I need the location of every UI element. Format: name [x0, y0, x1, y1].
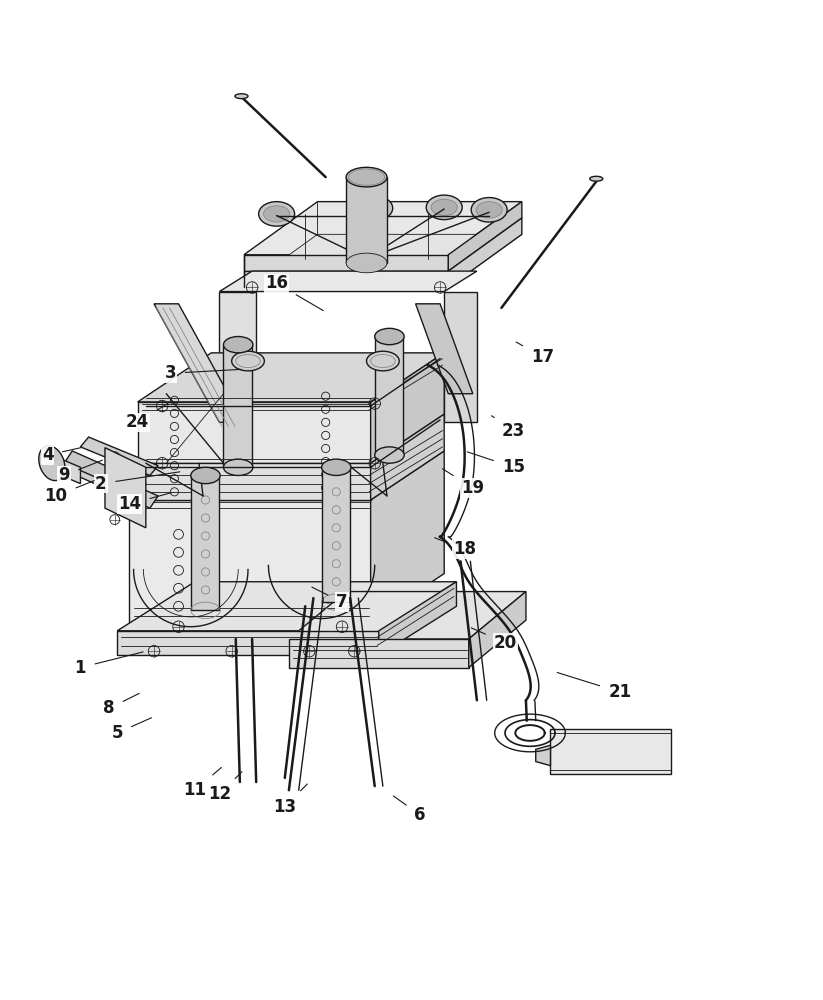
Polygon shape — [322, 467, 351, 602]
Ellipse shape — [476, 202, 502, 218]
Polygon shape — [370, 353, 444, 463]
Polygon shape — [64, 451, 146, 496]
Text: 21: 21 — [557, 672, 631, 701]
Polygon shape — [444, 292, 477, 422]
Polygon shape — [105, 448, 146, 528]
Ellipse shape — [231, 351, 264, 371]
Text: 18: 18 — [435, 538, 477, 558]
Polygon shape — [244, 234, 522, 287]
Polygon shape — [449, 218, 522, 287]
Polygon shape — [154, 304, 244, 422]
Ellipse shape — [431, 199, 458, 216]
Text: 10: 10 — [44, 481, 94, 505]
Text: 15: 15 — [467, 452, 525, 476]
Text: 12: 12 — [208, 772, 242, 803]
Polygon shape — [220, 271, 477, 292]
Polygon shape — [81, 437, 158, 475]
Ellipse shape — [235, 94, 248, 99]
Polygon shape — [191, 475, 220, 610]
Ellipse shape — [346, 253, 387, 273]
Text: 24: 24 — [126, 403, 168, 431]
Polygon shape — [379, 582, 457, 655]
Polygon shape — [117, 631, 379, 655]
Text: 13: 13 — [273, 784, 307, 816]
Polygon shape — [449, 202, 522, 271]
Polygon shape — [374, 337, 403, 455]
Ellipse shape — [224, 459, 253, 475]
Polygon shape — [137, 402, 370, 463]
Polygon shape — [129, 500, 370, 623]
Ellipse shape — [426, 195, 463, 220]
Polygon shape — [244, 255, 449, 271]
Ellipse shape — [374, 328, 404, 345]
Ellipse shape — [590, 176, 602, 181]
Polygon shape — [416, 304, 472, 394]
Polygon shape — [117, 582, 457, 631]
Ellipse shape — [356, 196, 393, 220]
Text: 7: 7 — [312, 587, 348, 611]
Polygon shape — [370, 451, 444, 623]
Ellipse shape — [472, 198, 507, 222]
Text: 9: 9 — [58, 460, 102, 484]
Ellipse shape — [263, 206, 290, 222]
Ellipse shape — [224, 337, 253, 353]
Polygon shape — [220, 292, 256, 426]
Polygon shape — [244, 202, 522, 255]
Text: 8: 8 — [104, 693, 139, 717]
Polygon shape — [77, 463, 158, 508]
Polygon shape — [129, 451, 444, 500]
Polygon shape — [370, 414, 444, 500]
Text: 19: 19 — [443, 469, 485, 497]
Ellipse shape — [366, 351, 399, 371]
Text: 14: 14 — [118, 493, 172, 513]
Polygon shape — [137, 463, 370, 500]
Ellipse shape — [361, 200, 388, 216]
Ellipse shape — [39, 446, 65, 481]
Polygon shape — [469, 592, 526, 668]
Polygon shape — [224, 345, 252, 467]
Text: 1: 1 — [75, 652, 143, 677]
Ellipse shape — [322, 459, 351, 475]
Polygon shape — [137, 353, 444, 402]
Text: 2: 2 — [95, 472, 180, 493]
Ellipse shape — [191, 467, 221, 484]
Polygon shape — [289, 592, 526, 639]
Text: 11: 11 — [184, 767, 221, 799]
Text: 17: 17 — [516, 342, 554, 366]
Polygon shape — [52, 455, 81, 484]
Text: 6: 6 — [393, 796, 425, 824]
Ellipse shape — [346, 167, 387, 187]
Text: 5: 5 — [111, 718, 151, 742]
Ellipse shape — [374, 447, 404, 463]
Bar — [551, 729, 672, 774]
Text: 23: 23 — [491, 416, 525, 440]
Text: 20: 20 — [472, 628, 517, 652]
Polygon shape — [346, 177, 387, 263]
Polygon shape — [536, 745, 551, 766]
Polygon shape — [289, 639, 469, 668]
Ellipse shape — [258, 202, 295, 226]
Text: 3: 3 — [165, 364, 241, 382]
Text: 16: 16 — [265, 274, 323, 311]
Polygon shape — [244, 271, 449, 287]
Text: 4: 4 — [42, 446, 81, 464]
